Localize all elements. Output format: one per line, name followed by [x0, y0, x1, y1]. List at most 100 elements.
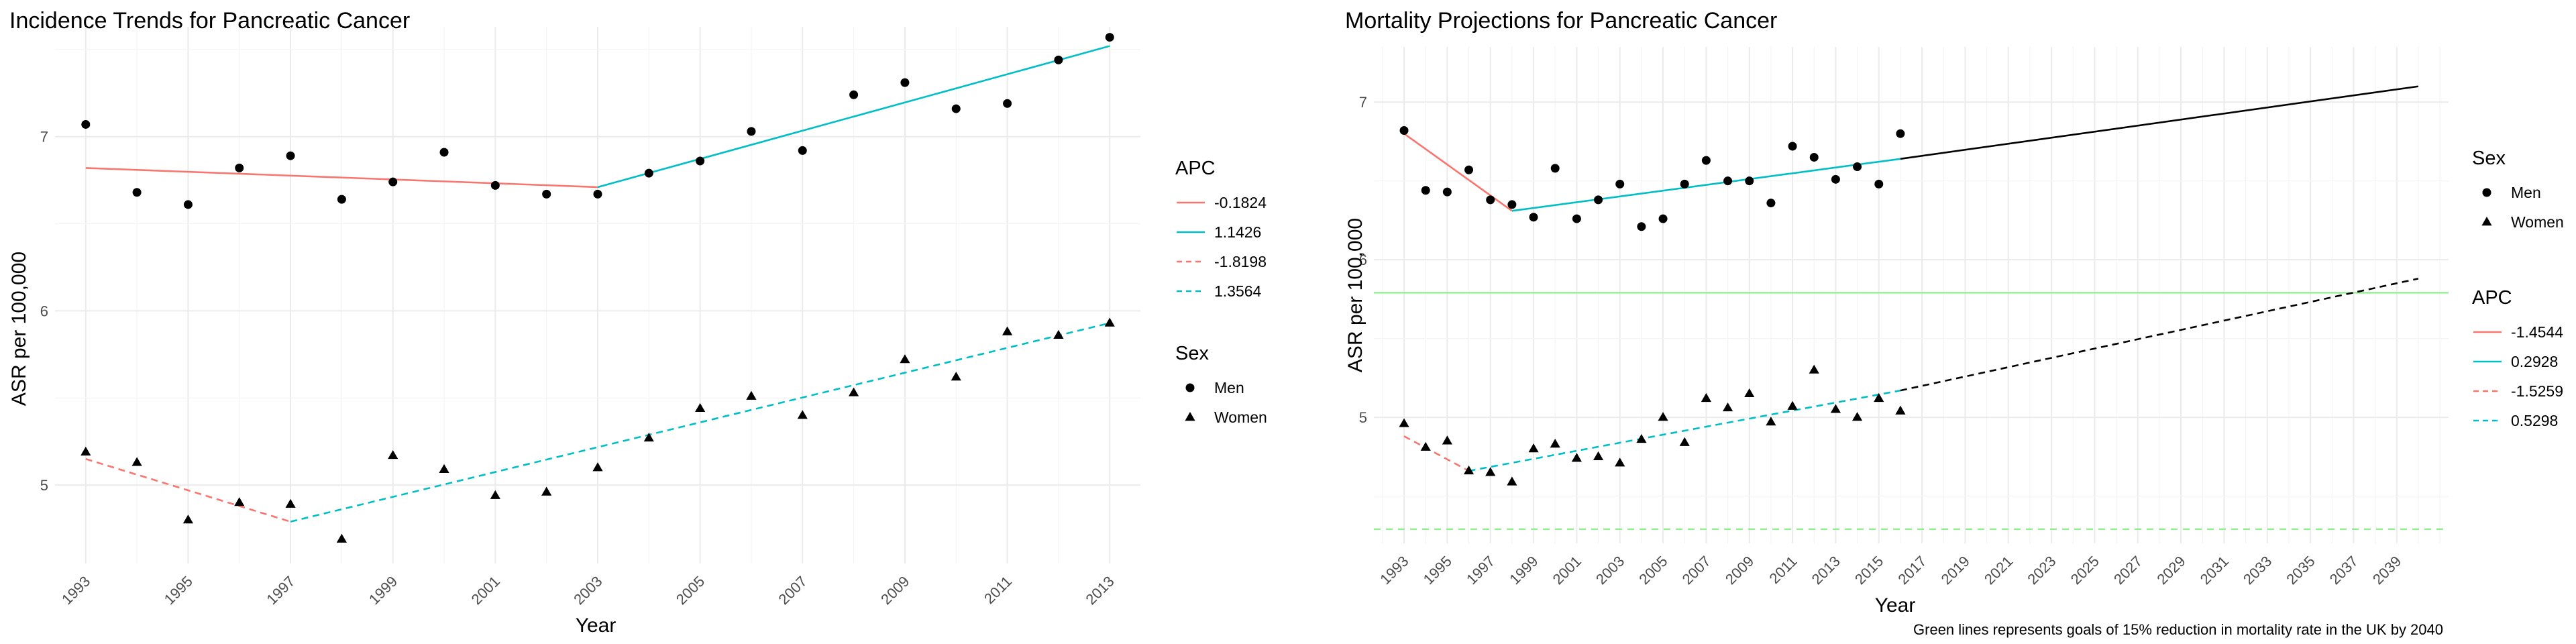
x-tick-label: 2013	[1082, 573, 1117, 608]
data-point-women	[1053, 329, 1064, 339]
data-point-men	[1853, 162, 1862, 172]
trend-segment	[1403, 133, 1513, 212]
legend-key-triangle	[1185, 412, 1195, 421]
mortality-x-ticks: 1993 1995 1997 1999 2001 2003 2005 2007 2009 2011…	[1377, 553, 2404, 588]
x-tick-label: 2031	[2197, 553, 2232, 588]
x-tick-label: 1997	[263, 573, 298, 608]
data-point-women	[592, 462, 603, 472]
incidence-x-axis-title: Year	[576, 614, 616, 637]
data-point-men	[951, 104, 961, 113]
legend-label-apc: -0.1824	[1214, 194, 1267, 211]
legend-label-sex: Women	[1214, 409, 1267, 426]
y-tick-label: 5	[40, 477, 48, 494]
mortality-y-axis-title: ASR per 100,000	[1344, 218, 1366, 372]
data-point-men	[1421, 186, 1430, 195]
x-tick-label: 2027	[2110, 553, 2145, 588]
mortality-caption: Green lines represents goals of 15% redu…	[1913, 621, 2443, 638]
mortality-trend-lines	[1403, 85, 2419, 472]
trend-segment	[85, 167, 598, 189]
incidence-chart-title: Incidence Trends for Pancreatic Cancer	[9, 8, 410, 34]
data-point-women	[1442, 435, 1452, 445]
data-point-women	[1463, 465, 1474, 475]
data-point-men	[1874, 179, 1884, 189]
data-point-men	[1054, 55, 1063, 64]
legend-label-apc: 0.5298	[2511, 412, 2558, 429]
legend-label-apc: -1.5259	[2511, 382, 2563, 400]
data-point-men	[696, 156, 705, 166]
data-point-men	[183, 200, 193, 209]
legend-label-sex: Men	[2511, 184, 2541, 201]
y-tick-label: 5	[1359, 409, 1367, 426]
x-tick-label: 2007	[775, 573, 810, 608]
trend-segment	[290, 322, 1110, 523]
data-point-women	[1744, 388, 1755, 398]
data-point-women	[1571, 453, 1582, 462]
x-tick-label: 2025	[2068, 553, 2102, 588]
data-point-men	[490, 180, 500, 190]
data-point-women	[1851, 412, 1863, 421]
x-tick-label: 2011	[981, 573, 1015, 607]
data-point-men	[81, 119, 91, 129]
data-point-men	[1658, 214, 1668, 223]
data-point-men	[1680, 179, 1689, 189]
data-point-men	[798, 146, 807, 155]
trend-segment	[1511, 158, 1901, 212]
x-tick-label: 2029	[2153, 553, 2188, 588]
x-tick-label: 2005	[673, 573, 708, 608]
mortality-legend: Sex Men Women APC -1.4544 0.2928 -1.5259 0.5298	[2472, 148, 2564, 429]
x-tick-label: 2019	[1938, 553, 1973, 588]
trend-segment	[1900, 278, 2419, 392]
data-point-men	[849, 90, 859, 99]
data-point-women	[1485, 467, 1496, 476]
x-tick-label: 1993	[1377, 553, 1411, 588]
data-point-women	[643, 432, 654, 442]
x-tick-label: 1993	[58, 573, 93, 608]
data-point-women	[234, 497, 245, 506]
data-point-women	[1528, 443, 1539, 453]
data-point-men	[286, 151, 295, 160]
incidence-chart: Incidence Trends for Pancreatic Cancer 1…	[8, 8, 1267, 637]
legend-label-sex: Women	[2511, 213, 2564, 231]
legend-title-sex: Sex	[2472, 148, 2506, 169]
x-tick-label: 2007	[1679, 553, 1714, 588]
x-tick-label: 1997	[1463, 553, 1498, 588]
data-point-men	[1766, 199, 1776, 208]
data-point-men	[1637, 222, 1646, 231]
data-point-women	[1830, 404, 1841, 413]
data-point-men	[1594, 195, 1603, 205]
data-point-women	[849, 387, 859, 396]
x-tick-label: 2037	[2326, 553, 2361, 588]
x-tick-label: 1999	[1506, 553, 1541, 588]
x-tick-label: 1995	[161, 573, 196, 608]
legend-label-apc: -1.4544	[2511, 323, 2563, 341]
data-point-men	[542, 189, 551, 199]
data-point-men	[337, 195, 346, 204]
incidence-legend: APC -0.1824 1.1426 -1.8198 1.3564 Sex Men Women	[1175, 158, 1267, 426]
data-point-women	[1002, 326, 1013, 335]
data-point-women	[388, 449, 398, 460]
x-tick-label: 2003	[570, 573, 605, 608]
data-point-men	[1615, 179, 1625, 189]
x-tick-label: 2001	[468, 573, 503, 608]
x-tick-label: 2001	[1550, 553, 1585, 588]
data-point-men	[1550, 164, 1560, 173]
data-point-women	[1550, 439, 1560, 448]
data-point-women	[336, 533, 347, 543]
data-point-women	[1679, 437, 1690, 446]
data-point-men	[1788, 142, 1797, 151]
trend-segment	[1900, 85, 2419, 160]
data-point-men	[1464, 165, 1474, 174]
data-point-women	[182, 515, 194, 524]
mortality-chart: Mortality Projections for Pancreatic Can…	[1344, 8, 2564, 638]
data-point-women	[1895, 405, 1906, 415]
y-tick-label: 6	[1359, 252, 1367, 268]
legend-label-apc: 1.3564	[1214, 282, 1262, 300]
legend-label-apc: 0.2928	[2511, 353, 2558, 370]
incidence-points	[80, 33, 1115, 543]
incidence-y-ticks: 5 6 7	[40, 129, 48, 494]
data-point-women	[1420, 441, 1431, 451]
data-point-women	[1507, 476, 1517, 486]
data-point-women	[490, 490, 500, 499]
data-point-men	[1896, 129, 1905, 138]
